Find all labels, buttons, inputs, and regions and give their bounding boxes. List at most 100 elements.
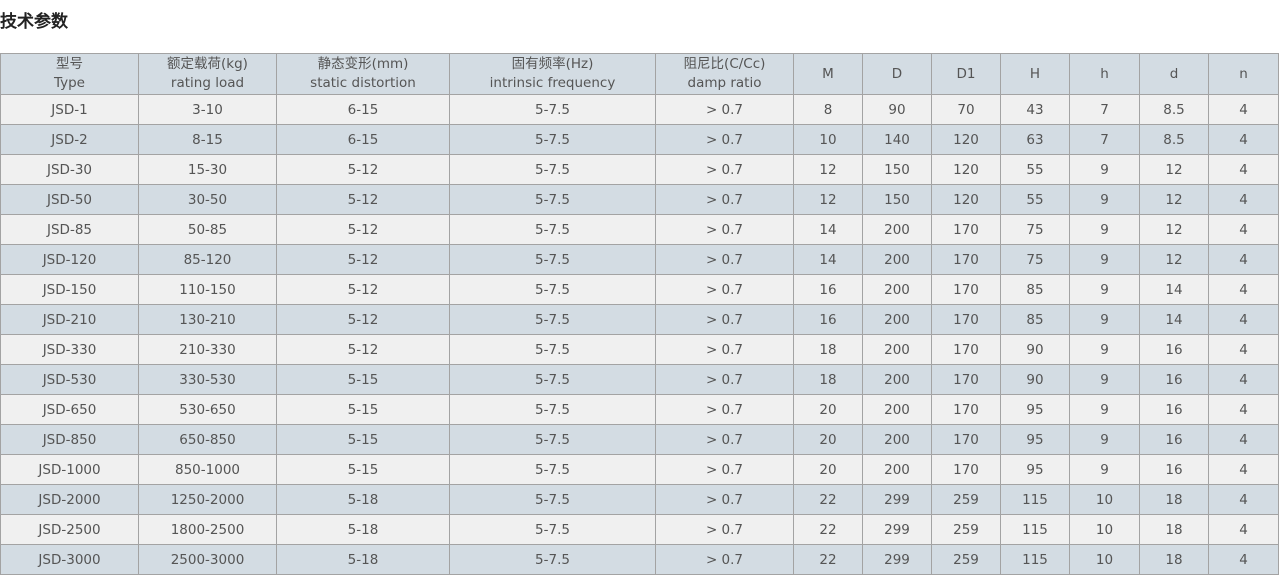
table-cell: 8.5 [1139, 124, 1209, 155]
table-cell: 12 [793, 184, 863, 215]
table-cell: 170 [931, 424, 1001, 455]
table-cell: 16 [1139, 334, 1209, 365]
table-cell: 5-12 [276, 154, 450, 185]
column-header: D [862, 53, 932, 95]
table-cell: 4 [1208, 424, 1279, 455]
table-cell: 30-50 [138, 184, 277, 215]
table-cell: 4 [1208, 94, 1279, 125]
table-cell: 330-530 [138, 364, 277, 395]
table-cell: 5-12 [276, 274, 450, 305]
table-cell: > 0.7 [655, 484, 794, 515]
table-cell: 55 [1000, 154, 1070, 185]
table-cell: 210-330 [138, 334, 277, 365]
table-cell: 120 [931, 154, 1001, 185]
table-cell: 5-7.5 [449, 304, 656, 335]
table-cell: 5-7.5 [449, 544, 656, 575]
table-cell: > 0.7 [655, 334, 794, 365]
table-cell: 5-7.5 [449, 124, 656, 155]
table-cell: 200 [862, 424, 932, 455]
table-cell: 22 [793, 514, 863, 545]
table-cell: 170 [931, 334, 1001, 365]
table-cell: 16 [793, 274, 863, 305]
table-cell: 200 [862, 334, 932, 365]
table-cell: 9 [1069, 184, 1140, 215]
table-cell: 299 [862, 544, 932, 575]
table-cell: > 0.7 [655, 154, 794, 185]
header-label-en: rating load [170, 75, 245, 91]
table-cell: 9 [1069, 454, 1140, 485]
table-cell: 170 [931, 214, 1001, 245]
table-cell: 18 [1139, 544, 1209, 575]
table-cell: 4 [1208, 334, 1279, 365]
column-header: h [1069, 53, 1140, 95]
table-cell: > 0.7 [655, 454, 794, 485]
table-cell: 16 [1139, 394, 1209, 425]
table-cell: 5-7.5 [449, 214, 656, 245]
table-cell: JSD-1 [0, 94, 139, 125]
table-cell: 14 [1139, 304, 1209, 335]
table-cell: 115 [1000, 544, 1070, 575]
table-cell: 12 [793, 154, 863, 185]
table-cell: 5-15 [276, 424, 450, 455]
table-cell: 5-15 [276, 394, 450, 425]
table-cell: JSD-650 [0, 394, 139, 425]
table-cell: 110-150 [138, 274, 277, 305]
header-label: 额定载荷(kg) [167, 56, 248, 72]
table-cell: 85-120 [138, 244, 277, 275]
table-cell: 90 [1000, 334, 1070, 365]
table-cell: 120 [931, 124, 1001, 155]
table-cell: 85 [1000, 274, 1070, 305]
header-label: d [1169, 65, 1179, 82]
table-cell: 9 [1069, 304, 1140, 335]
table-cell: 170 [931, 274, 1001, 305]
table-cell: 2500-3000 [138, 544, 277, 575]
table-cell: 70 [931, 94, 1001, 125]
table-cell: 140 [862, 124, 932, 155]
table-cell: 85 [1000, 304, 1070, 335]
table-cell: 170 [931, 304, 1001, 335]
header-row: 型号 Type 额定载荷(kg) rating load 静态变形(mm) static … [0, 53, 1279, 95]
table-cell: 5-12 [276, 244, 450, 275]
table-cell: 170 [931, 244, 1001, 275]
table-cell: 95 [1000, 424, 1070, 455]
table-cell: 115 [1000, 484, 1070, 515]
table-cell: 5-7.5 [449, 184, 656, 215]
table-cell: 7 [1069, 124, 1140, 155]
table-cell: 150 [862, 154, 932, 185]
table-cell: 9 [1069, 274, 1140, 305]
table-cell: 16 [793, 304, 863, 335]
column-header: 固有频率(Hz) intrinsic frequency [449, 53, 656, 95]
table-row: JSD-2 8-15 6-15 5-7.5 > 0.7 10 140 120 63 7 8.5 4 [0, 124, 1279, 155]
table-row: JSD-1 3-10 6-15 5-7.5 > 0.7 8 90 70 43 7 8.5 4 [0, 94, 1279, 125]
table-cell: > 0.7 [655, 304, 794, 335]
table-row: JSD-210 130-210 5-12 5-7.5 > 0.7 16 200 170 85 9 1… [0, 304, 1279, 335]
table-cell: JSD-30 [0, 154, 139, 185]
table-cell: 850-1000 [138, 454, 277, 485]
table-cell: 4 [1208, 274, 1279, 305]
table-cell: 200 [862, 274, 932, 305]
table-row: JSD-3000 2500-3000 5-18 5-7.5 > 0.7 22 299 259 1… [0, 544, 1279, 575]
table-cell: 22 [793, 484, 863, 515]
table-row: JSD-2000 1250-2000 5-18 5-7.5 > 0.7 22 299 259 1… [0, 484, 1279, 515]
table-cell: 200 [862, 454, 932, 485]
table-cell: 20 [793, 424, 863, 455]
table-cell: 18 [1139, 484, 1209, 515]
table-cell: 4 [1208, 364, 1279, 395]
table-cell: 75 [1000, 214, 1070, 245]
table-cell: 170 [931, 454, 1001, 485]
table-cell: > 0.7 [655, 124, 794, 155]
table-cell: 20 [793, 454, 863, 485]
table-cell: 150 [862, 184, 932, 215]
table-cell: 16 [1139, 424, 1209, 455]
table-cell: 3-10 [138, 94, 277, 125]
table-cell: 55 [1000, 184, 1070, 215]
table-cell: JSD-3000 [0, 544, 139, 575]
table-row: JSD-2500 1800-2500 5-18 5-7.5 > 0.7 22 299 259 1… [0, 514, 1279, 545]
table-cell: 18 [793, 364, 863, 395]
table-cell: 95 [1000, 454, 1070, 485]
table-row: JSD-85 50-85 5-12 5-7.5 > 0.7 14 200 170 75 9 12 4 [0, 214, 1279, 245]
table-cell: 5-7.5 [449, 364, 656, 395]
header-label: D [891, 65, 903, 82]
table-cell: 299 [862, 514, 932, 545]
table-cell: JSD-120 [0, 244, 139, 275]
